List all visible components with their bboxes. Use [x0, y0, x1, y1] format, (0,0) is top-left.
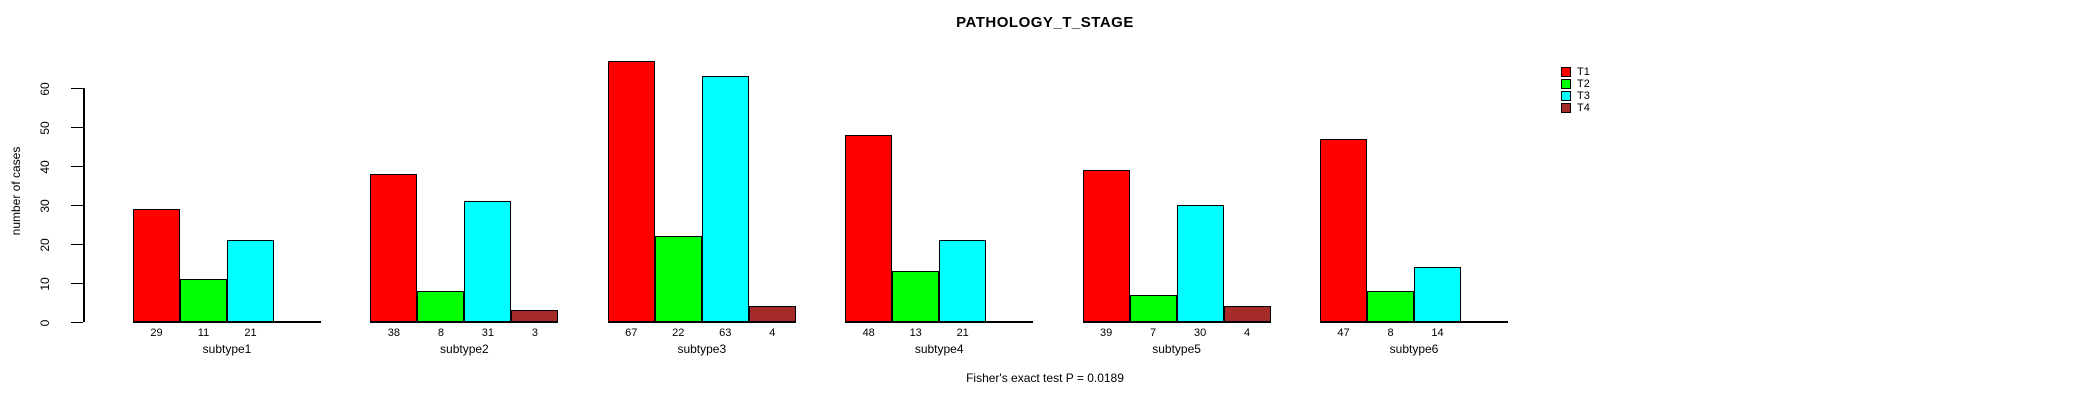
y-tick	[71, 244, 83, 245]
bar-value-label: 21	[956, 327, 969, 339]
bar-subtype1-T3	[227, 240, 274, 322]
bar-value-label: 47	[1337, 327, 1350, 339]
bar-subtype1-T2	[180, 279, 227, 322]
group-baseline	[607, 321, 796, 323]
legend-label-T1: T1	[1577, 66, 1590, 78]
bar-value-label: 22	[672, 327, 685, 339]
y-tick	[71, 166, 83, 167]
bar-value-label: 67	[625, 327, 638, 339]
y-tick	[71, 283, 83, 284]
legend: T1 T2 T3 T4	[1561, 66, 1590, 114]
bar-subtype3-T3	[701, 76, 749, 322]
bar-value-label: 4	[769, 327, 776, 339]
group-baseline	[845, 321, 1034, 323]
y-axis-line	[83, 88, 85, 322]
bar-subtype4-T2	[892, 271, 940, 322]
legend-label-T2: T2	[1577, 78, 1590, 90]
bar-value-label: 3	[531, 327, 538, 339]
footnote: Fisher's exact test P = 0.0189	[966, 371, 1124, 385]
y-tick-label: 20	[38, 237, 52, 252]
y-tick-label: 40	[38, 159, 52, 174]
bar-value-label: 31	[481, 327, 495, 339]
bar-subtype1-T1	[133, 208, 180, 322]
group-baseline	[1082, 321, 1271, 323]
group-baseline	[133, 321, 321, 323]
category-label-subtype5: subtype5	[1152, 342, 1201, 356]
category-label-subtype2: subtype2	[440, 342, 489, 356]
bar-subtype5-T3	[1176, 205, 1224, 322]
bar-value-label: 48	[862, 327, 875, 339]
legend-swatch-T1	[1561, 67, 1571, 77]
y-tick-label: 0	[38, 319, 52, 326]
bar-subtype4-T1	[845, 134, 893, 322]
group-baseline	[370, 321, 559, 323]
bar-subtype3-T4	[748, 306, 796, 322]
legend-label-T3: T3	[1577, 90, 1590, 102]
bar-value-label: 7	[1150, 327, 1157, 339]
bar-value-label: 14	[1431, 327, 1444, 339]
y-tick	[71, 127, 83, 128]
category-label-subtype6: subtype6	[1389, 342, 1439, 356]
y-tick-label: 50	[38, 120, 52, 135]
bar-subtype6-T1	[1320, 138, 1367, 322]
bar-subtype5-T2	[1129, 294, 1177, 322]
bar-value-label: 13	[909, 327, 922, 339]
bar-subtype6-T3	[1414, 267, 1461, 322]
bar-value-label: 11	[197, 327, 210, 339]
bar-subtype3-T2	[654, 236, 702, 322]
bar-value-label: 8	[1387, 327, 1394, 339]
y-tick	[71, 88, 83, 89]
bar-subtype4-T3	[939, 240, 987, 322]
y-tick-label: 60	[38, 81, 52, 96]
bar-subtype5-T4	[1223, 306, 1271, 322]
y-tick	[71, 322, 83, 323]
bar-subtype5-T1	[1082, 169, 1130, 322]
y-tick	[71, 205, 83, 206]
y-axis-title: number of cases	[9, 146, 23, 236]
bar-value-label: 30	[1193, 327, 1207, 339]
legend-item-T4: T4	[1561, 102, 1590, 114]
bar-subtype2-T4	[511, 310, 559, 322]
bar-value-label: 63	[719, 327, 732, 339]
legend-label-T4: T4	[1577, 102, 1590, 114]
category-label-subtype1: subtype1	[202, 342, 252, 356]
bar-subtype3-T1	[607, 60, 655, 322]
group-baseline	[1320, 321, 1508, 323]
bar-value-label: 8	[437, 327, 444, 339]
legend-swatch-T4	[1561, 103, 1571, 113]
bar-value-label: 38	[387, 327, 401, 339]
category-label-subtype4: subtype4	[914, 342, 964, 356]
legend-swatch-T2	[1561, 79, 1571, 89]
bar-value-label: 21	[244, 327, 257, 339]
legend-swatch-T3	[1561, 91, 1571, 101]
category-label-subtype3: subtype3	[677, 342, 727, 356]
bar-value-label: 39	[1099, 327, 1113, 339]
bar-subtype2-T1	[370, 173, 418, 322]
legend-item-T1: T1	[1561, 66, 1590, 78]
y-tick-label: 30	[38, 198, 52, 213]
bar-subtype2-T2	[417, 290, 465, 322]
y-tick-label: 10	[38, 276, 52, 291]
legend-item-T3: T3	[1561, 90, 1590, 102]
bar-subtype6-T2	[1367, 290, 1414, 322]
chart-title: PATHOLOGY_T_STAGE	[956, 14, 1134, 31]
bar-value-label: 4	[1244, 327, 1251, 339]
bar-value-label: 29	[150, 327, 163, 339]
bar-subtype2-T3	[464, 201, 512, 322]
legend-item-T2: T2	[1561, 78, 1590, 90]
